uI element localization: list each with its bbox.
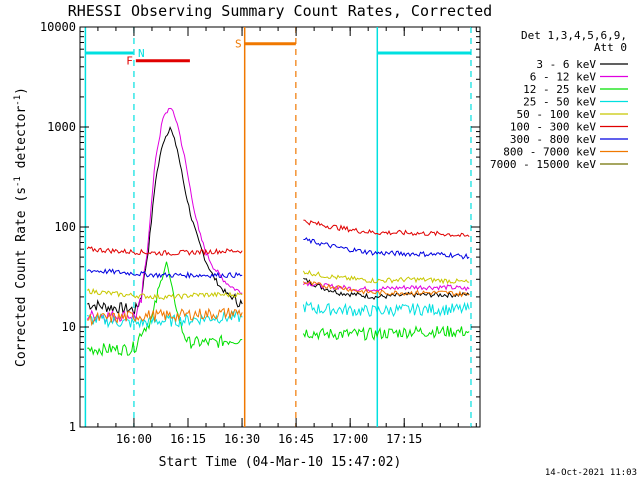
series-line-7-1 <box>302 280 470 298</box>
data-series <box>86 107 470 357</box>
series-line-1-1 <box>302 281 470 292</box>
series-line-3-1 <box>302 300 470 318</box>
legend-header-detectors: Det 1,3,4,5,6,9, <box>521 29 627 42</box>
series-line-6-0 <box>86 268 243 280</box>
y-tick-label: 1 <box>69 420 76 434</box>
series-line-3-0 <box>87 310 243 329</box>
series-line-4-1 <box>302 269 470 285</box>
legend-label: 800 - 7000 keV <box>503 146 596 159</box>
series-line-7-0 <box>87 307 243 327</box>
series-line-2-0 <box>87 261 243 357</box>
y-tick-label: 10 <box>62 320 76 334</box>
y-tick-label: 100 <box>54 220 76 234</box>
y-axis: 1 10 100 1000 10000 <box>40 20 480 434</box>
x-axis: 16:00 16:15 16:30 16:45 17:00 17:15 <box>97 27 477 446</box>
series-line-0-0 <box>86 125 243 315</box>
y-tick-label: 1000 <box>47 120 76 134</box>
plot-frame <box>79 26 481 428</box>
x-tick-label: 17:15 <box>386 432 422 446</box>
interval-label: F <box>126 55 133 68</box>
series-line-5-0 <box>86 246 243 256</box>
legend-header-attenuator: Att 0 <box>594 41 627 54</box>
legend-label: 25 - 50 keV <box>523 96 596 109</box>
x-tick-label: 16:30 <box>224 432 260 446</box>
footer-date: 14-Oct-2021 11:03 <box>545 468 637 478</box>
chart-title: RHESSI Observing Summary Count Rates, Co… <box>68 2 492 20</box>
x-tick-label: 17:00 <box>332 432 368 446</box>
interval-label: S <box>235 38 242 51</box>
legend-label: 6 - 12 keV <box>530 71 597 84</box>
y-axis-label: Corrected Count Rate (s-1 detector-1) <box>13 87 29 367</box>
series-line-5-1 <box>303 219 470 238</box>
x-tick-label: 16:15 <box>170 432 206 446</box>
series-line-0-1 <box>303 277 470 300</box>
series-line-2-1 <box>302 325 470 341</box>
legend-label: 50 - 100 keV <box>517 108 597 121</box>
x-tick-label: 16:00 <box>116 432 152 446</box>
legend-label: 12 - 25 keV <box>523 83 596 96</box>
legend-label: 7000 - 15000 keV <box>490 158 596 171</box>
series-line-4-0 <box>86 287 243 301</box>
y-tick-label: 10000 <box>40 20 76 34</box>
x-axis-label: Start Time (04-Mar-10 15:47:02) <box>159 455 402 470</box>
series-line-6-1 <box>303 237 470 260</box>
legend-label: 300 - 800 keV <box>510 133 596 146</box>
legend-label: 3 - 6 keV <box>536 58 596 71</box>
interval-label: N <box>138 47 145 60</box>
legend-label: 100 - 300 keV <box>510 121 596 134</box>
x-tick-label: 16:45 <box>278 432 314 446</box>
observation-intervals: NF S <box>84 27 472 427</box>
